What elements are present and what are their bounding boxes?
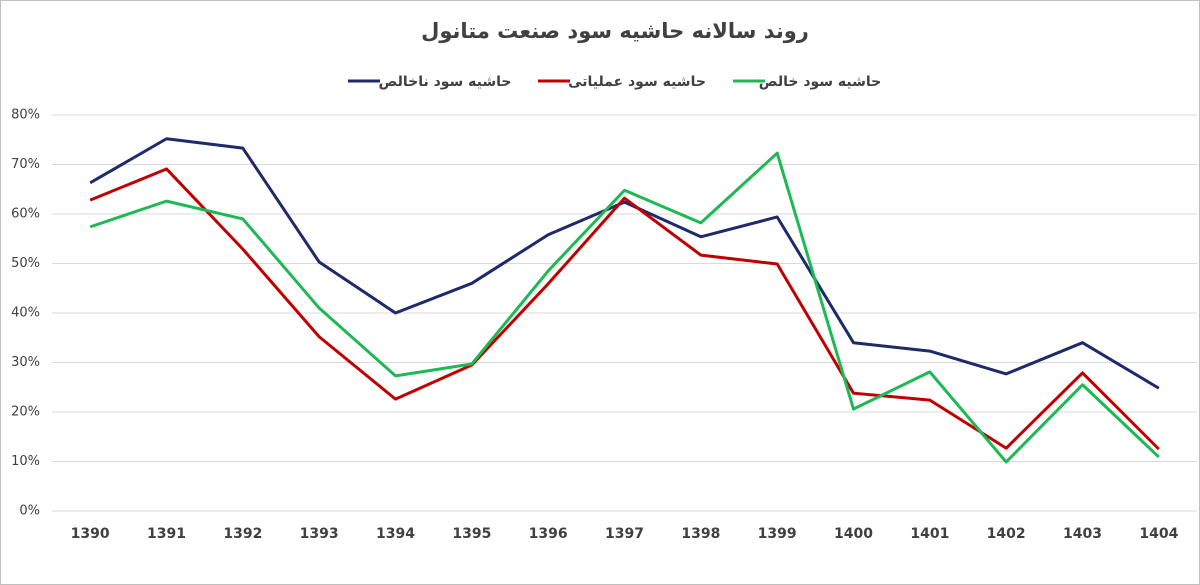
- x-tick-label: 1393: [300, 526, 339, 542]
- y-tick-label: 10%: [11, 454, 40, 469]
- series-line: [89, 151, 1160, 464]
- y-tick-label: 20%: [11, 405, 40, 420]
- y-tick-label: 80%: [11, 108, 40, 123]
- legend-label: حاشیه سود خالص: [759, 74, 882, 90]
- y-tick-label: 70%: [11, 157, 40, 172]
- x-tick-label: 1398: [681, 526, 720, 542]
- x-tick-label: 1397: [605, 526, 644, 542]
- y-tick-label: 40%: [11, 306, 40, 321]
- x-tick-label: 1396: [529, 526, 568, 542]
- x-tick-label: 1392: [223, 526, 262, 542]
- x-tick-label: 1403: [1063, 526, 1102, 542]
- x-tick-label: 1391: [147, 526, 186, 542]
- y-tick-label: 50%: [11, 256, 40, 271]
- chart-title: روند سالانه حاشیه سود صنعت متانول: [421, 19, 809, 43]
- y-tick-label: 0%: [19, 504, 40, 519]
- x-tick-label: 1402: [987, 526, 1026, 542]
- x-tick-label: 1394: [376, 526, 415, 542]
- x-tick-label: 1400: [834, 526, 873, 542]
- x-tick-label: 1395: [452, 526, 491, 542]
- x-tick-label: 1401: [910, 526, 949, 542]
- x-tick-label: 1390: [71, 526, 110, 542]
- x-tick-label: 1404: [1139, 526, 1178, 542]
- series-line: [89, 137, 1160, 390]
- y-tick-label: 30%: [11, 355, 40, 370]
- legend-label: حاشیه سود عملیاتی: [568, 74, 706, 90]
- x-tick-label: 1399: [758, 526, 797, 542]
- y-tick-label: 60%: [11, 207, 40, 222]
- legend-label: حاشیه سود ناخالص: [378, 74, 511, 90]
